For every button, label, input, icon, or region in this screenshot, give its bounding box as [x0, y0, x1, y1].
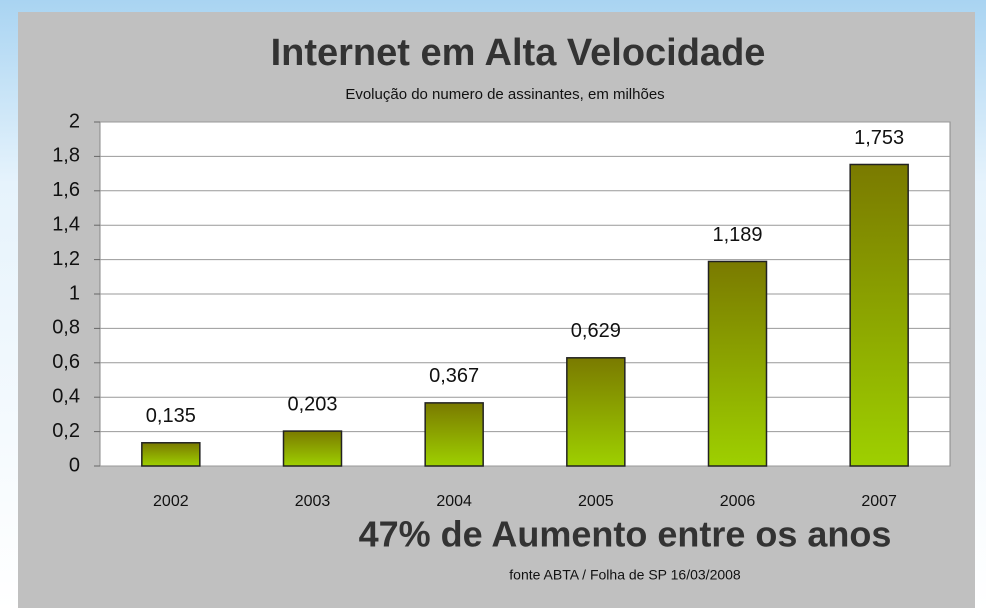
bar [424, 402, 484, 467]
x-tick-label: 2006 [720, 493, 756, 510]
data-label: 0,203 [287, 393, 337, 415]
bar [707, 260, 768, 467]
y-tick-label: 1,4 [52, 213, 80, 235]
data-label: 1,753 [854, 127, 904, 149]
y-tick-label: 1,8 [52, 145, 80, 167]
y-tick-label: 1 [69, 282, 80, 304]
x-tick-label: 2003 [295, 493, 331, 510]
y-tick-label: 1,6 [52, 179, 80, 201]
data-label: 0,135 [146, 405, 196, 427]
source: fonte ABTA / Folha de SP 16/03/2008 [509, 567, 741, 583]
x-tick-label: 2005 [578, 493, 614, 510]
y-tick-label: 0,6 [52, 351, 80, 373]
y-tick-label: 0 [69, 454, 80, 476]
y-tick-label: 1,2 [52, 248, 80, 270]
chart-title: Internet em Alta Velocidade [271, 32, 766, 74]
data-label: 0,367 [429, 365, 479, 387]
annotation: 47% de Aumento entre os anos [359, 514, 892, 555]
x-tick-label: 2002 [153, 493, 189, 510]
y-tick-label: 0,4 [52, 385, 80, 407]
x-tick-label: 2007 [861, 493, 897, 510]
y-tick-label: 0,2 [52, 420, 80, 442]
x-tick-label: 2004 [436, 493, 472, 510]
y-tick-label: 0,8 [52, 317, 80, 339]
y-tick-label: 2 [69, 110, 80, 132]
bar [849, 163, 909, 467]
data-label: 1,189 [712, 224, 762, 246]
chart-subtitle: Evolução do numero de assinantes, em mil… [345, 86, 664, 103]
bar [566, 357, 626, 467]
bar [282, 430, 343, 467]
bar [141, 442, 201, 467]
data-label: 0,629 [571, 320, 621, 342]
